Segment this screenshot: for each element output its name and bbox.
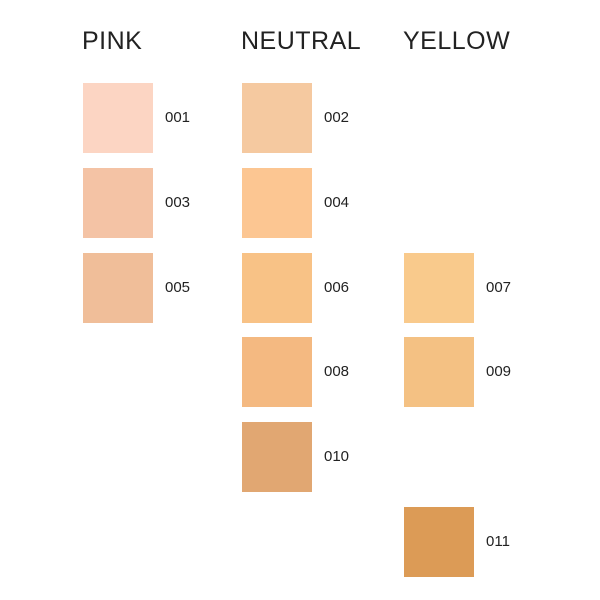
shade-code: 007 <box>486 278 512 296</box>
color-swatch <box>242 252 312 323</box>
color-swatch <box>404 337 474 408</box>
column-title: YELLOW <box>403 27 511 55</box>
color-swatch <box>83 83 153 153</box>
shade-code: 009 <box>486 363 512 381</box>
color-swatch <box>242 83 312 153</box>
color-swatch <box>83 167 153 238</box>
shade-code: 003 <box>165 193 191 211</box>
shade-code: 006 <box>324 278 350 296</box>
shade-code: 011 <box>486 533 510 550</box>
color-swatch <box>242 422 312 493</box>
color-swatch <box>404 252 474 323</box>
column-title: NEUTRAL <box>241 27 362 55</box>
shade-code: 004 <box>324 193 350 211</box>
color-swatch <box>242 337 312 408</box>
column-title: PINK <box>82 27 143 55</box>
shade-code: 008 <box>324 363 350 381</box>
shade-code: 001 <box>165 109 191 126</box>
shade-code: 005 <box>165 278 191 296</box>
color-swatch <box>404 507 474 577</box>
shade-code: 002 <box>324 109 350 126</box>
color-swatch <box>83 252 153 323</box>
shade-code: 010 <box>324 448 350 466</box>
color-swatch <box>242 167 312 238</box>
